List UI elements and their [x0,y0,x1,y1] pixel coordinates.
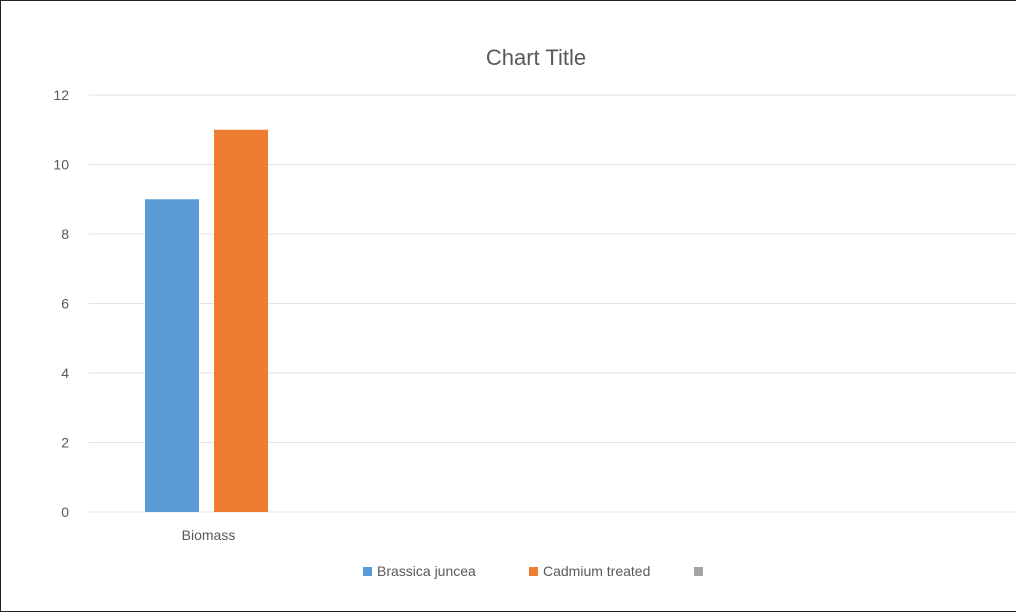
x-axis-ticks: Biomass [182,527,236,543]
bars [145,129,268,512]
legend-swatch-0 [363,567,372,576]
legend-swatch-2 [694,567,703,576]
y-tick-label: 10 [53,157,69,173]
y-tick-label: 2 [61,435,69,451]
y-tick-label: 0 [61,504,69,520]
bar-0-1 [214,129,268,512]
legend: Brassica juncea Cadmium treated [363,563,703,579]
y-axis-ticks: 0 2 4 6 8 10 12 [53,87,69,520]
x-tick-label: Biomass [182,527,236,543]
y-tick-label: 8 [61,226,69,242]
y-tick-label: 4 [61,365,69,381]
y-tick-label: 6 [61,296,69,312]
legend-label-1: Cadmium treated [543,563,650,579]
legend-label-0: Brassica juncea [377,563,476,579]
legend-swatch-1 [529,567,538,576]
chart-title: Chart Title [486,45,586,70]
bar-0-0 [145,199,199,512]
y-tick-label: 12 [53,87,69,103]
